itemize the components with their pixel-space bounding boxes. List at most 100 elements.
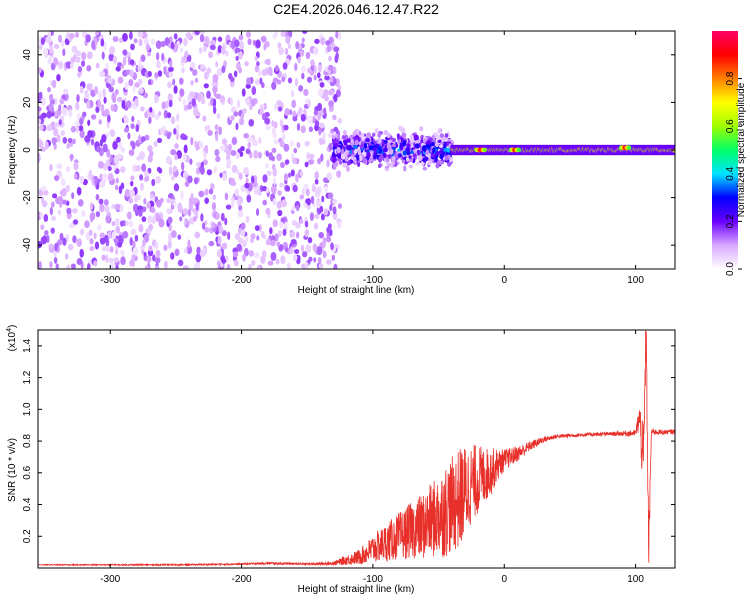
- heatmap-cell: [242, 253, 246, 262]
- heatmap-cell: [215, 61, 219, 68]
- heatmap-cell: [405, 157, 410, 162]
- heatmap-cell: [312, 46, 319, 56]
- heatmap-cell: [215, 212, 220, 220]
- heatmap-cell: [298, 85, 304, 92]
- heatmap-cell: [177, 259, 184, 267]
- y-tick-label: 0.6: [22, 465, 33, 479]
- colorbar-tick-label: 0.4: [725, 166, 736, 180]
- heatmap-cell: [147, 249, 154, 257]
- heatmap-cell: [154, 114, 160, 121]
- heatmap-cell: [216, 249, 223, 258]
- heatmap-cell: [245, 215, 250, 224]
- heatmap-cell: [337, 31, 342, 41]
- heatmap-cell: [169, 61, 173, 68]
- heatmap-cell: [139, 151, 145, 160]
- heatmap-cell: [38, 67, 42, 74]
- heatmap-cell: [65, 233, 69, 242]
- heatmap-cell: [104, 205, 110, 214]
- heatmap-cell: [45, 36, 52, 44]
- heatmap-cell: [227, 143, 232, 152]
- heatmap-cell: [86, 100, 91, 109]
- heatmap-cell: [155, 52, 160, 61]
- heatmap-cell: [401, 159, 406, 164]
- heatmap-cell: [129, 69, 134, 78]
- heatmap-cell: [304, 229, 309, 238]
- heatmap-cell: [46, 234, 50, 244]
- heatmap-cell: [120, 147, 126, 153]
- heatmap-cell: [198, 190, 204, 198]
- heatmap-cell: [303, 183, 309, 191]
- heatmap-cell: [306, 76, 313, 83]
- heatmap-cell: [195, 253, 202, 263]
- heatmap-cell: [87, 119, 91, 126]
- heatmap-cell: [194, 31, 201, 36]
- heatmap-cell: [433, 132, 438, 136]
- heatmap-cell: [106, 159, 110, 167]
- heatmap-cell: [221, 230, 227, 237]
- heatmap-cell: [270, 251, 277, 261]
- heatmap-cell: [258, 137, 262, 144]
- heatmap-cell: [67, 243, 74, 251]
- heatmap-cell: [399, 142, 403, 149]
- heatmap-cell: [315, 120, 320, 127]
- heatmap-cell: [237, 237, 244, 244]
- heatmap-cell: [198, 141, 204, 149]
- heatmap-cell: [241, 88, 246, 97]
- y-multiplier-exponent: 4: [6, 328, 13, 332]
- bottom-x-ticks: -300 -200 -100 0 100: [100, 330, 644, 585]
- heatmap-cell: [247, 141, 252, 149]
- heatmap-cell: [53, 256, 58, 264]
- heatmap-cell: [239, 151, 244, 157]
- y-tick-label: -40: [22, 238, 33, 253]
- heatmap-cell: [60, 177, 66, 187]
- heatmap-cell: [47, 86, 51, 93]
- heatmap-cell: [274, 121, 278, 129]
- heatmap-cell: [43, 214, 49, 222]
- x-tick-label: 100: [627, 574, 644, 585]
- heatmap-cell: [396, 133, 400, 139]
- heatmap-cell: [105, 62, 109, 71]
- heatmap-cell: [337, 84, 342, 91]
- heatmap-cell: [279, 182, 284, 188]
- heatmap-cell: [234, 233, 240, 241]
- heatmap-cell: [62, 136, 68, 144]
- heatmap-cell: [207, 129, 213, 137]
- heatmap-cell: [482, 147, 487, 153]
- chart-title: C2E4.2026.046.12.47.R22: [273, 1, 439, 17]
- heatmap-cell: [121, 99, 126, 109]
- heatmap-cell: [139, 174, 144, 181]
- heatmap-cell: [76, 94, 80, 103]
- heatmap-cell: [273, 103, 279, 110]
- heatmap-cell: [193, 208, 197, 216]
- heatmap-cell: [117, 61, 122, 68]
- heatmap-cell: [295, 231, 300, 239]
- heatmap-cell: [112, 165, 117, 171]
- heatmap-cell: [49, 163, 53, 172]
- heatmap-cell: [168, 71, 174, 78]
- heatmap-cell: [335, 89, 341, 98]
- heatmap-cell: [383, 129, 389, 135]
- heatmap-cell: [183, 134, 188, 141]
- heatmap-cell: [40, 224, 45, 230]
- heatmap-cell: [147, 70, 152, 78]
- heatmap-cell: [190, 91, 196, 98]
- heatmap-cell: [401, 132, 407, 139]
- heatmap-cell: [319, 205, 324, 213]
- heatmap-cell: [310, 59, 315, 67]
- heatmap-cell: [384, 167, 390, 172]
- heatmap-cell: [147, 51, 151, 57]
- heatmap-cell: [173, 128, 177, 135]
- heatmap-cell: [118, 37, 124, 43]
- heatmap-cell: [186, 104, 193, 110]
- heatmap-cell: [254, 225, 260, 232]
- heatmap-cell: [39, 212, 43, 219]
- heatmap-cell: [157, 111, 162, 117]
- heatmap-cell: [111, 221, 116, 227]
- heatmap-cell: [79, 248, 84, 258]
- colorbar-tick-label: 0.2: [725, 214, 736, 228]
- heatmap-cell: [164, 37, 170, 46]
- heatmap-cell: [202, 45, 207, 53]
- heatmap-cell: [343, 139, 347, 144]
- heatmap-cell: [265, 124, 271, 131]
- heatmap-cell: [374, 127, 379, 134]
